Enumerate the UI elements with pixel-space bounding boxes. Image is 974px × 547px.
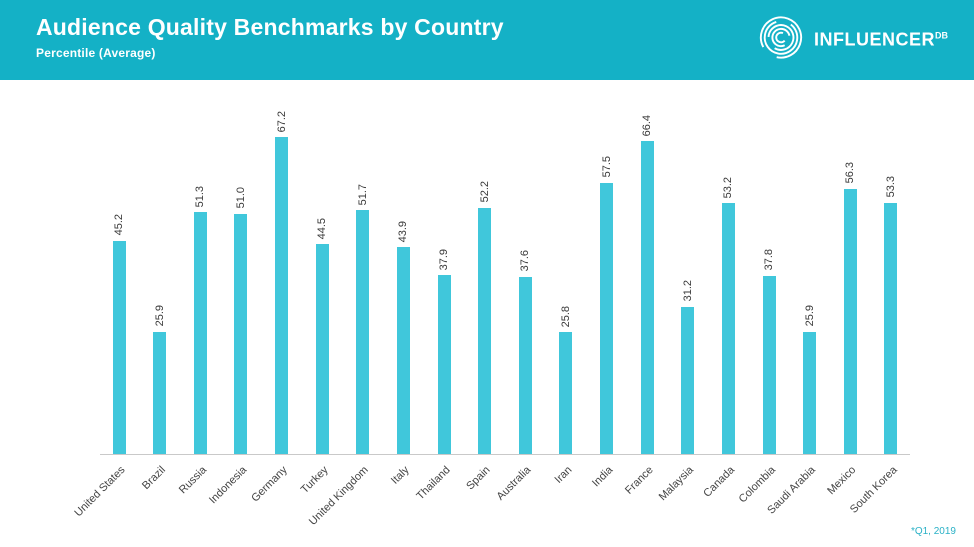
bar-value-label: 52.2 [478, 181, 491, 203]
footnote-quarter: *Q1, 2019 [910, 526, 956, 537]
bar-value-label: 25.9 [803, 305, 816, 327]
bar-value-label: 56.3 [844, 162, 857, 184]
bar-column: 43.9 Italy [389, 125, 414, 487]
logo-text: INFLUENCERDB [814, 29, 948, 50]
bar-column: 25.9 Saudi Arabia [766, 125, 821, 516]
bar-column: 52.2 Spain [465, 125, 496, 492]
page-title: Audience Quality Benchmarks by Country [36, 14, 504, 40]
category-label: Malaysia [657, 464, 697, 504]
bar-value-label: 53.3 [884, 176, 897, 198]
bar [153, 331, 167, 454]
bar-area: 45.2 United States 25.9 Brazil 51.3 Russia 51.… [72, 111, 910, 528]
category-label: United States [72, 464, 128, 520]
category-label: Indonesia [207, 464, 250, 507]
bar-value-label: 43.9 [397, 220, 410, 242]
bar-column: 45.2 United States [72, 125, 130, 519]
bar-value-label: 37.9 [438, 248, 450, 271]
influencerdb-logo-icon [758, 15, 804, 66]
bar-value-label: 51.7 [356, 183, 369, 206]
bar [193, 212, 207, 454]
category-label: India [589, 464, 615, 490]
bar-column: 51.7 United Kingdom [307, 125, 374, 528]
bar-column: 56.3 Mexico [826, 125, 861, 497]
bar-value-label: 67.2 [275, 110, 288, 133]
bar-column: 37.8 Colombia [736, 125, 780, 505]
bar-column: 51.3 Russia [176, 125, 211, 496]
category-label: Colombia [736, 464, 778, 506]
bar [112, 240, 126, 454]
bar-chart: 45.2 United States 25.9 Brazil 51.3 Russia 51.… [72, 111, 910, 528]
bar [559, 332, 573, 454]
bar-value-label: 53.2 [722, 176, 735, 199]
chart-subtitle: Percentile (Average) [36, 45, 156, 60]
bar-value-label: 25.8 [559, 305, 572, 328]
bar-column: 67.2 Germany [250, 111, 293, 505]
logo-suffix: DB [935, 30, 948, 41]
bar-column: 37.9 Thailand [414, 125, 455, 502]
bar-column: 53.2 Canada [701, 125, 739, 500]
bar-column: 25.9 Brazil [140, 125, 171, 491]
bar-value-label: 44.5 [316, 217, 329, 240]
bar [356, 210, 370, 454]
category-label: Canada [701, 464, 737, 500]
category-label: Germany [249, 464, 290, 505]
bar-column: 66.4 France [623, 115, 658, 497]
category-label: Mexico [825, 464, 859, 498]
bar-column: 25.8 Iran [552, 125, 577, 486]
bar [803, 331, 817, 454]
category-label: Italy [389, 464, 412, 487]
category-label: Spain [464, 464, 494, 493]
bar-column: 53.3 South Korea [848, 125, 902, 515]
bar [275, 137, 288, 454]
bar [518, 276, 532, 454]
bar [600, 182, 613, 454]
bar-value-label: 57.5 [600, 156, 613, 178]
bar-column: 37.6 Australia [495, 125, 536, 502]
bar [721, 203, 735, 454]
bar-value-label: 45.2 [113, 214, 125, 236]
category-label: Turkey [298, 464, 331, 496]
bar [681, 306, 695, 454]
category-label: Thailand [414, 464, 453, 503]
app-header: Audience Quality Benchmarks by Country P… [0, 0, 974, 80]
bar [315, 244, 329, 454]
bar-value-label: 37.8 [763, 249, 775, 271]
bar [843, 188, 857, 454]
bar [478, 207, 492, 454]
category-label: Russia [176, 464, 209, 497]
bar [234, 213, 248, 454]
bar [396, 247, 410, 454]
bar-value-label: 66.4 [641, 114, 654, 136]
bar [762, 275, 776, 454]
category-label: France [622, 464, 656, 497]
bar-value-label: 51.3 [194, 185, 207, 208]
bar-value-label: 25.9 [153, 305, 166, 327]
bar [437, 275, 451, 454]
bar-column: 57.5 India [590, 125, 618, 489]
logo: INFLUENCERDB [758, 15, 948, 66]
bar-value-label: 51.0 [234, 187, 247, 209]
category-label: Australia [494, 464, 534, 503]
bar-column: 31.2 Malaysia [657, 125, 699, 503]
bar [640, 141, 654, 454]
bar [884, 202, 898, 454]
category-label: Brazil [140, 464, 169, 492]
bar-value-label: 31.2 [681, 280, 694, 302]
bar-value-label: 37.6 [519, 250, 532, 272]
bar-column: 44.5 Turkey [299, 125, 333, 496]
category-label: Iran [552, 464, 575, 486]
bar-column: 51.0 Indonesia [207, 125, 252, 506]
